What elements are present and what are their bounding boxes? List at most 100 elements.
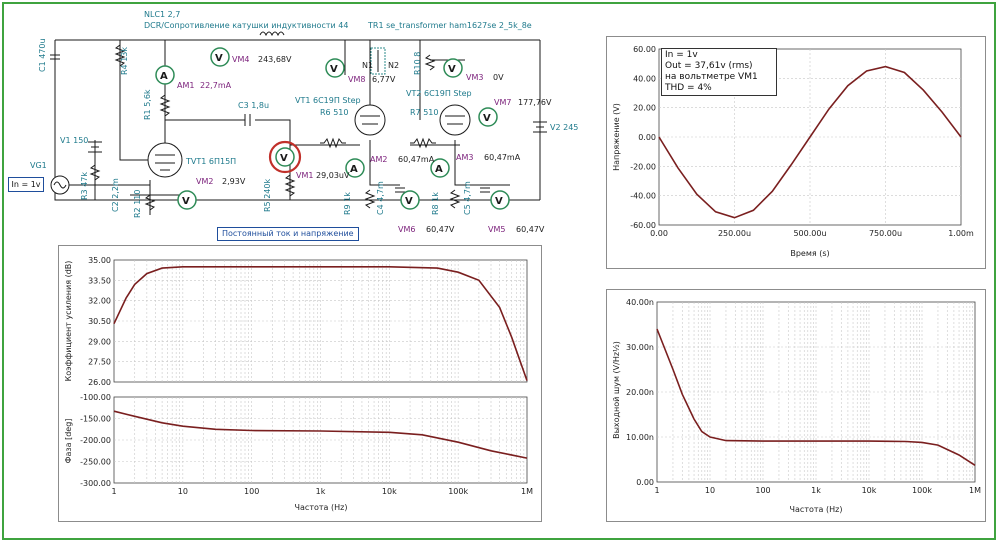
vm6-value: 60,47V	[426, 225, 455, 234]
label-c1: C1 470u	[38, 38, 47, 72]
vm3-symbol: V	[448, 64, 456, 75]
label-r1: R1 5,6k	[143, 89, 152, 120]
vm1-symbol: V	[280, 153, 288, 164]
am2-symbol: A	[350, 164, 358, 175]
phase-xtick: 1M	[521, 487, 533, 496]
label-vm2: VM2	[196, 177, 213, 186]
time-ytick: 0.00	[638, 133, 656, 142]
label-vm4: VM4	[232, 55, 249, 64]
phase-ytick: -150.00	[80, 415, 111, 424]
ammeter-am1[interactable]: A	[155, 65, 175, 85]
voltmeter-vm1[interactable]: V	[268, 140, 302, 174]
phase-xtick: 100k	[448, 487, 468, 496]
bode-xlabel: Частота (Hz)	[295, 503, 348, 512]
time-ytick: 40.00	[633, 74, 656, 83]
vm3-value: 0V	[493, 73, 504, 82]
info-meter: на вольтметре VM1	[665, 72, 758, 82]
label-am1: AM1	[177, 81, 194, 90]
label-vg1: VG1	[30, 161, 47, 170]
ammeter-am3[interactable]: A	[430, 158, 450, 178]
time-xtick: 750.00u	[869, 229, 902, 238]
label-r7: R7 510	[410, 108, 438, 117]
voltmeter-vm5[interactable]: V	[490, 190, 510, 210]
time-series-line	[658, 65, 962, 219]
label-vm5: VM5	[488, 225, 505, 234]
noise-plot-svg: 40.00n 30.00n 20.00n 10.00n 0.001 10 100 1k 10k 1…	[612, 298, 981, 514]
phase-ytick: -200.00	[80, 436, 111, 445]
am1-symbol: A	[160, 71, 168, 82]
voltmeter-vm6[interactable]: V	[400, 190, 420, 210]
phase-series-line	[113, 410, 528, 459]
vm2-symbol: V	[182, 196, 190, 207]
time-ylabel: Напряжение (V)	[612, 103, 621, 171]
am1-value: 22,7mA	[200, 81, 232, 90]
label-r8: R8 1k	[431, 192, 440, 215]
label-r5: R5 240k	[263, 179, 272, 212]
vm2-value: 2,93V	[222, 177, 246, 186]
label-vm7: VM7	[494, 98, 511, 107]
voltmeter-vm4[interactable]: V	[210, 47, 230, 67]
label-am3: AM3	[456, 153, 473, 162]
label-tvt1: TVT1 6П15П	[185, 157, 236, 166]
label-vm1: VM1	[296, 171, 313, 180]
time-xtick: 500.00u	[793, 229, 826, 238]
noise-ytick: 20.00n	[626, 388, 654, 397]
time-xtick: 0.00	[650, 229, 668, 238]
tube-tvt1	[147, 142, 183, 178]
tube-vt2	[439, 104, 471, 136]
voltmeter-vm7[interactable]: V	[478, 107, 498, 127]
schematic-wires	[54, 39, 541, 215]
gain-series-line	[113, 265, 528, 381]
label-vt1: VT1 6С19П Step	[295, 96, 361, 105]
gain-ytick: 35.00	[88, 256, 111, 265]
label-n2: N2	[388, 61, 399, 70]
input-label-box: In = 1v	[8, 177, 44, 192]
noise-ytick: 40.00n	[626, 298, 654, 307]
label-tr1: TR1 se_transformer ham1627se 2_5k_8e	[367, 21, 532, 30]
voltmeter-vm8[interactable]: V	[325, 58, 345, 78]
am3-symbol: A	[435, 164, 443, 175]
label-r9: R9 1k	[343, 192, 352, 215]
bode-plot-svg: 35.00 33.50 32.00 30.50 29.00 27.50 26.00 -100.…	[64, 256, 533, 512]
label-dcr: DCR/Сопротивление катушки индуктивности …	[144, 21, 348, 30]
label-c2: C2 2,2m	[111, 178, 120, 212]
gain-ytick: 30.50	[88, 317, 111, 326]
label-r10: R10 8	[413, 52, 422, 75]
ammeter-am2[interactable]: A	[345, 158, 365, 178]
phase-ytick: -250.00	[80, 458, 111, 467]
time-plot-panel: 60.00 40.00 20.00 0.00 -20.00 -40.00 -60.00 0.0…	[606, 36, 986, 269]
gain-ytick: 26.00	[88, 378, 111, 387]
phase-xtick: 1k	[316, 487, 326, 496]
gain-ytick: 29.00	[88, 337, 111, 346]
signal-generator-vg1[interactable]	[50, 175, 70, 195]
voltmeter-vm3[interactable]: V	[443, 58, 463, 78]
noise-xtick: 10	[705, 486, 715, 495]
noise-ytick: 30.00n	[626, 343, 654, 352]
label-r3: R3 47k	[80, 172, 89, 200]
phase-xtick: 10k	[382, 487, 397, 496]
phase-xtick: 100	[244, 487, 259, 496]
dc-analysis-button[interactable]: Постоянный ток и напряжение	[217, 227, 359, 241]
noise-plot-panel: 40.00n 30.00n 20.00n 10.00n 0.00 1 10 100 1k 10k 1…	[606, 289, 986, 522]
label-vt2: VT2 6С19П Step	[406, 89, 472, 98]
time-xlabel: Время (s)	[790, 249, 829, 258]
vm5-value: 60,47V	[516, 225, 545, 234]
noise-ytick: 10.00n	[626, 433, 654, 442]
time-xtick: 250.00u	[718, 229, 751, 238]
noise-xtick: 100	[755, 486, 770, 495]
tube-vt1	[354, 104, 386, 136]
vm6-symbol: V	[405, 196, 413, 207]
time-ytick: 20.00	[633, 104, 656, 113]
bode-plot-panel: 35.00 33.50 32.00 30.50 29.00 27.50 26.00 -100.…	[58, 245, 542, 522]
label-v2: V2 245	[550, 123, 578, 132]
noise-xtick: 1M	[969, 486, 981, 495]
label-r4: R4 13k	[120, 47, 129, 75]
info-output: Out = 37,61v (rms)	[665, 61, 753, 71]
label-vm8: VM8	[348, 75, 365, 84]
voltmeter-vm2[interactable]: V	[177, 190, 197, 210]
vm4-symbol: V	[215, 53, 223, 64]
noise-series-line	[656, 328, 976, 466]
gain-ylabel: Коэффициент усиления (dB)	[64, 261, 73, 382]
vm8-symbol: V	[330, 64, 338, 75]
